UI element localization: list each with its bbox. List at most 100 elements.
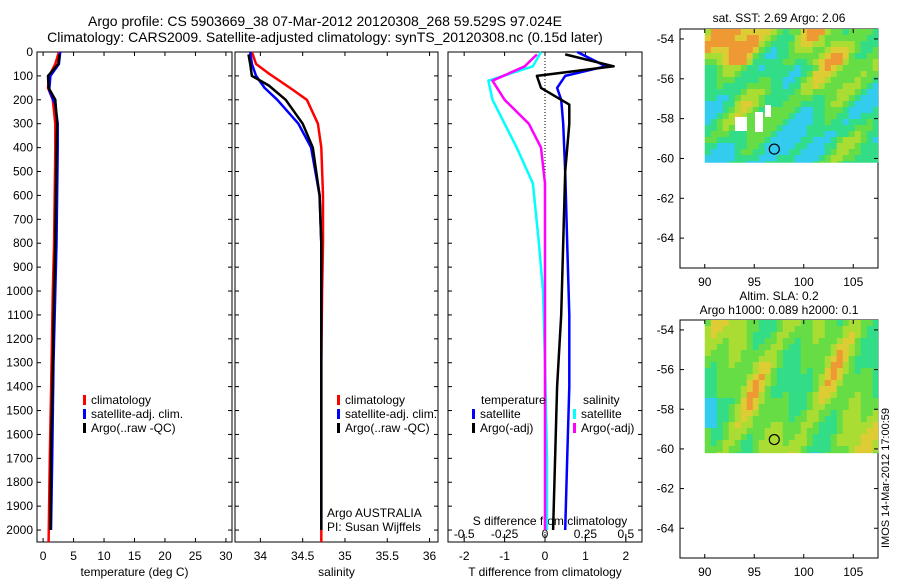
sst_map-ytick-label: -60 — [657, 151, 675, 165]
sst-missing-data — [755, 112, 763, 132]
depth-tick-label: 1800 — [6, 475, 33, 489]
sla_map-ytick-label: -62 — [657, 482, 675, 496]
sla_map-field — [704, 320, 879, 454]
salinity-xtick-label: 34.5 — [291, 549, 315, 563]
salinity-legend-label: Argo(..raw -QC) — [345, 421, 430, 435]
temperature-xtick-label: 20 — [158, 549, 172, 563]
sla_map-ytick-label: -60 — [657, 442, 675, 456]
diff-legend-swatch — [472, 423, 475, 433]
sla_map-title: Altim. SLA: 0.2 — [739, 289, 819, 303]
sla_map-xtick-label: 95 — [748, 565, 762, 579]
figure-title-line2: Climatology: CARS2009. Satellite-adjuste… — [47, 29, 603, 45]
sst_map-title: sat. SST: 2.69 Argo: 2.06 — [713, 11, 846, 25]
sla_map-xtick-label: 90 — [698, 565, 712, 579]
depth-tick-label: 0 — [26, 45, 33, 59]
salinity-diff-tick-label: 0.5 — [617, 527, 634, 541]
temperature-xtick-label: 0 — [40, 549, 47, 563]
depth-tick-label: 1600 — [6, 427, 33, 441]
diff-legend-label: satellite — [581, 407, 622, 421]
sla_map-subtitle: Argo h1000: 0.089 h2000: 0.1 — [700, 303, 859, 317]
salinity-xtick-label: 36 — [423, 549, 437, 563]
differences-series-satellite — [555, 50, 607, 531]
sla_map-argo-position-marker — [768, 433, 780, 446]
salinity-diff-axis-label: S difference from climatology — [473, 514, 628, 528]
depth-tick-label: 1400 — [6, 380, 33, 394]
salinity-diff-tick-label: -0.25 — [491, 527, 519, 541]
pi-name-label: PI: Susan Wijffels — [327, 520, 421, 534]
salinity-xtick-label: 35 — [338, 549, 352, 563]
temperature-xtick-label: 5 — [70, 549, 77, 563]
float-owner-label: Argo AUSTRALIA — [327, 506, 422, 520]
depth-tick-label: 500 — [13, 165, 33, 179]
depth-tick-label: 800 — [13, 236, 33, 250]
sla_map-xtick-label: 105 — [843, 565, 863, 579]
salinity-legend-label: satellite-adj. clim. — [345, 407, 437, 421]
figure-title-line1: Argo profile: CS 5903669_38 07-Mar-2012 … — [87, 13, 563, 29]
sla_map-ytick-label: -64 — [657, 521, 675, 535]
sst_map-ytick-label: -56 — [657, 72, 675, 86]
sst_map-ytick-label: -54 — [657, 32, 675, 46]
diff-legend-swatch — [573, 423, 576, 433]
differences-xtick-label: 0 — [542, 549, 549, 563]
sst_map-xtick-label: 95 — [748, 275, 762, 289]
diff-legend-temperature-heading: temperature — [481, 393, 546, 407]
depth-tick-label: 1900 — [6, 499, 33, 513]
differences-xtick-label: -2 — [459, 549, 470, 563]
salinity-diff-tick-label: 0.25 — [574, 527, 598, 541]
depth-tick-label: 2000 — [6, 523, 33, 537]
differences-xtick-label: 1 — [582, 549, 589, 563]
differences-xtick-label: -1 — [499, 549, 510, 563]
salinity-legend-swatch — [337, 423, 340, 433]
depth-tick-label: 1100 — [7, 308, 33, 322]
depth-tick-label: 1500 — [6, 404, 33, 418]
depth-tick-label: 900 — [13, 260, 33, 274]
sla_map-xtick-label: 100 — [794, 565, 814, 579]
sst_map-xtick-label: 105 — [843, 275, 863, 289]
sst-missing-data — [765, 105, 771, 117]
temperature-xtick-label: 10 — [97, 549, 111, 563]
depth-tick-label: 300 — [13, 117, 33, 131]
temperature-series-argo-raw-qc- — [46, 54, 61, 531]
salinity-diff-tick-label: 0 — [542, 527, 549, 541]
salinity-xtick-label: 35.5 — [376, 549, 400, 563]
salinity-legend-label: climatology — [345, 393, 405, 407]
depth-tick-label: 200 — [13, 93, 33, 107]
depth-tick-label: 700 — [13, 212, 33, 226]
sst_map-ytick-label: -58 — [657, 112, 675, 126]
depth-tick-label: 600 — [13, 188, 33, 202]
depth-tick-label: 1700 — [6, 451, 33, 465]
salinity-legend-swatch — [337, 395, 340, 405]
temperature-legend-swatch — [83, 423, 86, 433]
sla_map-ytick-label: -56 — [657, 363, 675, 377]
sst_map-argo-position-marker — [768, 143, 780, 155]
diff-legend-label: satellite — [480, 407, 521, 421]
depth-tick-label: 400 — [13, 141, 33, 155]
salinity-xtick-label: 34 — [254, 549, 268, 563]
salinity-series-argo-raw-qc- — [247, 54, 323, 530]
temperature-legend-swatch — [83, 395, 86, 405]
sst_map-xtick-label: 100 — [794, 275, 814, 289]
differences-xlabel: T difference from climatology — [468, 565, 622, 579]
salinity-plot-area — [234, 51, 439, 543]
salinity-diff-tick-label: -0.5 — [454, 527, 475, 541]
sst_map-ytick-label: -62 — [657, 191, 675, 205]
diff-legend-swatch — [472, 409, 475, 419]
temperature-xlabel: temperature (deg C) — [80, 565, 188, 579]
differences-xtick-label: 2 — [622, 549, 629, 563]
depth-tick-label: 1300 — [6, 356, 33, 370]
differences-series-argo-adj- — [535, 53, 615, 531]
temperature-legend-swatch — [83, 409, 86, 419]
diff-legend-swatch — [573, 409, 576, 419]
sla_map-ytick-label: -54 — [657, 323, 675, 337]
sst_map-xtick-label: 90 — [698, 275, 712, 289]
temperature-legend-label: satellite-adj. clim. — [91, 407, 183, 421]
sst_map-ytick-label: -64 — [657, 231, 675, 245]
temperature-xtick-label: 25 — [189, 549, 203, 563]
temperature-xtick-label: 15 — [128, 549, 142, 563]
temperature-legend-label: Argo(..raw -QC) — [91, 421, 176, 435]
diff-legend-salinity-heading: salinity — [583, 393, 620, 407]
depth-tick-label: 1200 — [6, 332, 33, 346]
temperature-xtick-label: 30 — [219, 549, 233, 563]
depth-tick-label: 100 — [13, 69, 33, 83]
